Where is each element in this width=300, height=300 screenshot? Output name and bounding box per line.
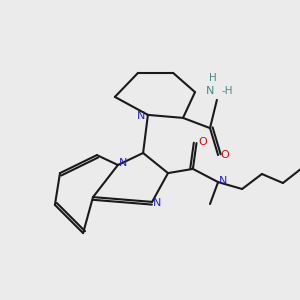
Text: N: N	[137, 111, 146, 122]
Text: N: N	[153, 198, 161, 208]
Text: O: O	[220, 150, 229, 160]
Text: N: N	[206, 86, 214, 96]
Text: N: N	[119, 158, 127, 169]
Text: -H: -H	[221, 86, 233, 96]
Text: N: N	[219, 176, 228, 186]
Text: O: O	[199, 136, 208, 147]
Text: H: H	[208, 73, 216, 83]
